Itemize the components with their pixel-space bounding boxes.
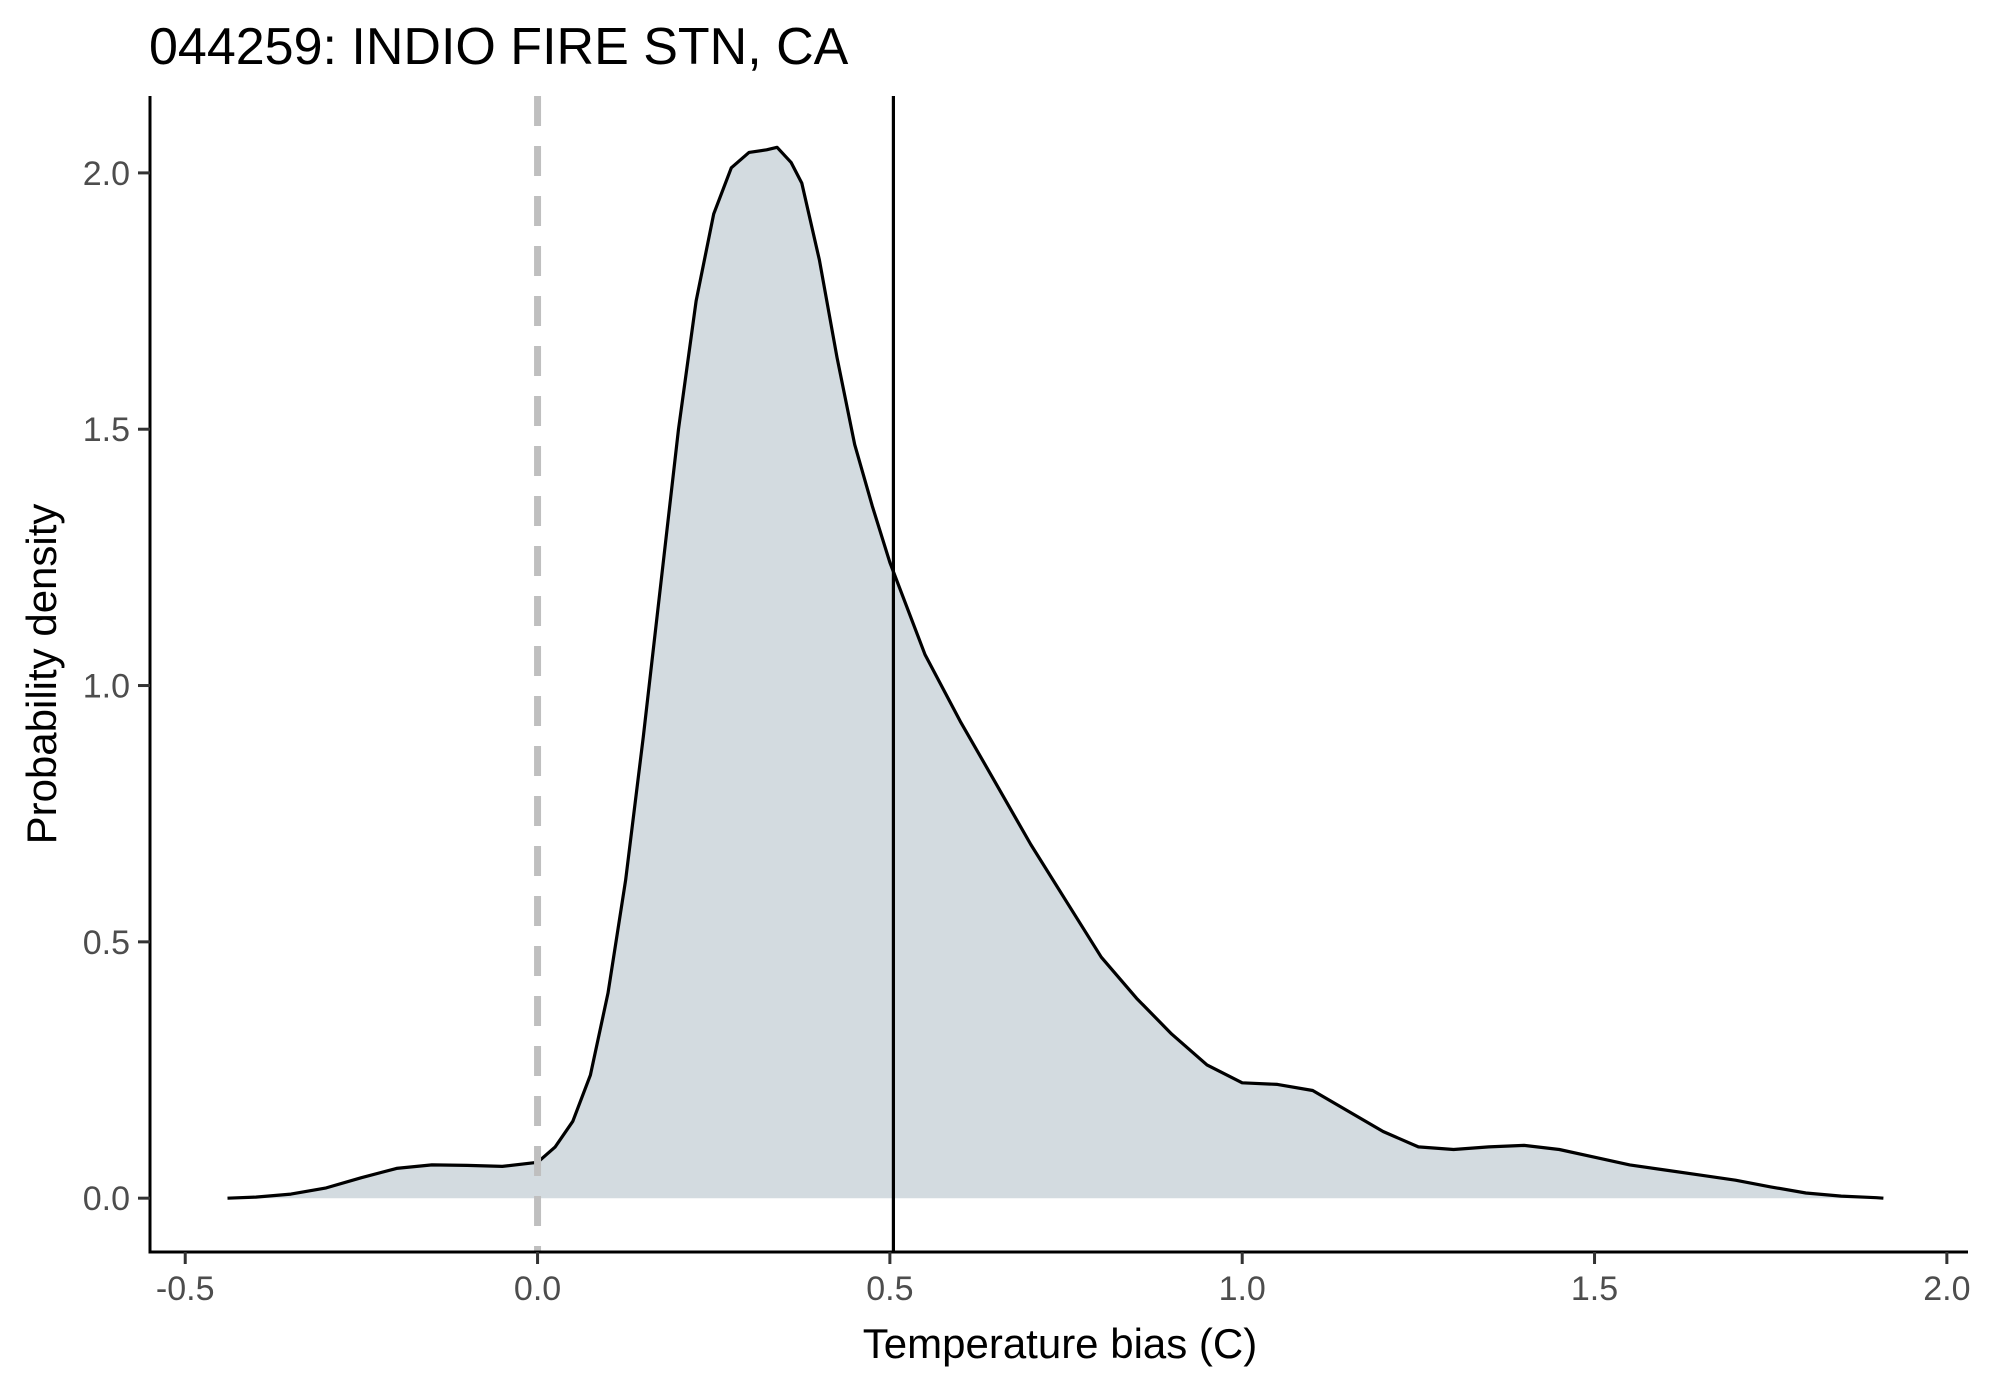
x-tick-label: 1.0 bbox=[1219, 1270, 1266, 1308]
y-tick-label: 2.0 bbox=[83, 155, 130, 193]
plot-area bbox=[227, 96, 1884, 1252]
density-curve-line bbox=[227, 145, 1884, 1200]
x-tick-label: 0.0 bbox=[514, 1270, 561, 1308]
y-tick-label: 1.5 bbox=[83, 411, 130, 449]
x-tick-label: -0.5 bbox=[156, 1270, 215, 1308]
x-tick-label: 1.5 bbox=[1571, 1270, 1618, 1308]
axes: -0.5 0.0 0.5 1.0 1.5 2.0 0.0 0.5 1.0 1.5 2.0 bbox=[83, 96, 1970, 1308]
x-tick-label: 2.0 bbox=[1923, 1270, 1970, 1308]
x-axis-label: Temperature bias (C) bbox=[863, 1320, 1257, 1367]
density-area-fill bbox=[227, 147, 1884, 1199]
y-tick-label: 0.5 bbox=[83, 924, 130, 962]
x-tick-label: 0.5 bbox=[866, 1270, 913, 1308]
y-tick-label: 0.0 bbox=[83, 1180, 130, 1218]
chart-title: 044259: INDIO FIRE STN, CA bbox=[149, 18, 849, 76]
y-tick-label: 1.0 bbox=[83, 668, 130, 706]
y-axis-label: Probability density bbox=[18, 504, 65, 845]
